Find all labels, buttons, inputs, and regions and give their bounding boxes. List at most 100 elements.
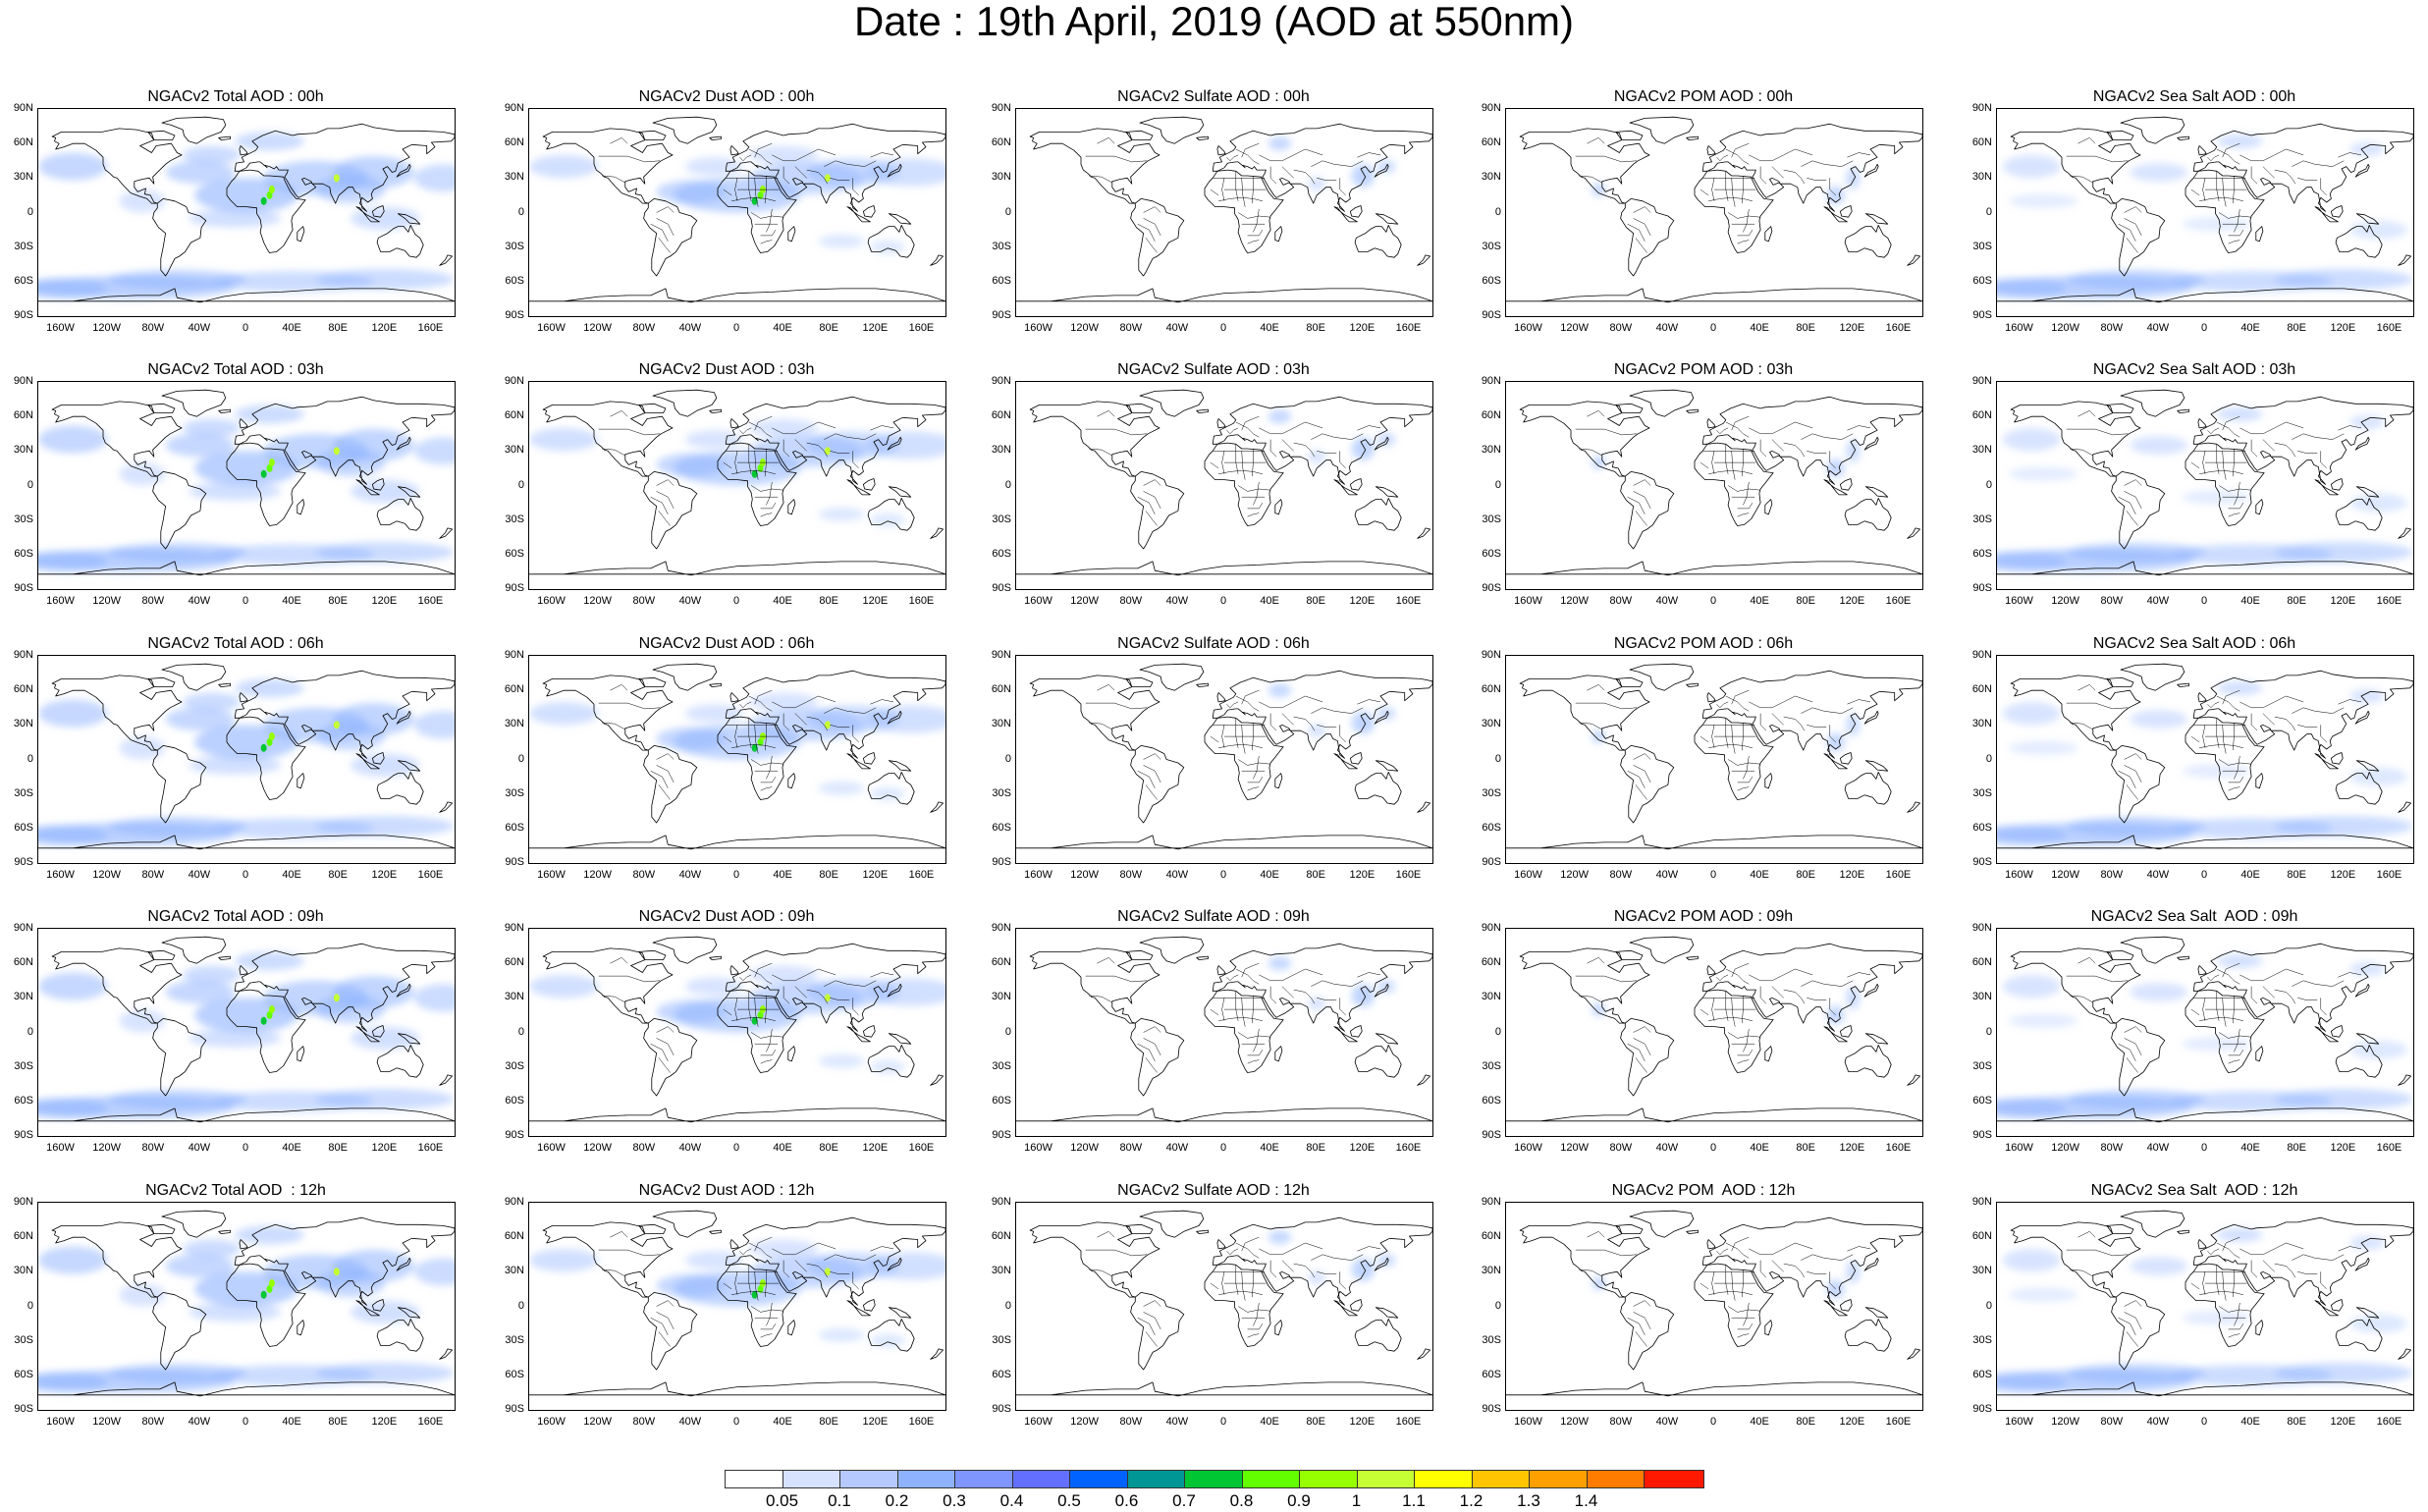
lat-tick-label: 30S <box>1972 1059 1992 1072</box>
lon-tick-label: 40E <box>1750 595 1769 607</box>
aod-region <box>2216 134 2263 148</box>
coastline-indonesia <box>846 206 871 223</box>
lon-tick-label: 160W <box>2005 322 2033 334</box>
lon-tick-label: 120W <box>1070 595 1100 607</box>
country-border <box>2199 197 2243 202</box>
aod-region <box>183 418 242 438</box>
lon-tick-label: 0 <box>242 595 249 607</box>
country-border <box>1749 421 1813 435</box>
lat-tick-label: 90N <box>991 649 1011 661</box>
colorbar-swatch <box>1299 1470 1360 1488</box>
lat-tick-label: 90S <box>1482 1403 1501 1415</box>
aod-region <box>2216 406 2263 421</box>
coastline-africa <box>226 989 306 1073</box>
lat-tick-label: 60S <box>14 1368 33 1380</box>
country-border <box>2233 176 2235 204</box>
country-border <box>1700 189 1709 196</box>
lat-tick-label: 60N <box>1481 683 1501 696</box>
country-border <box>772 421 836 435</box>
coastline-japan <box>396 436 411 451</box>
lat-tick-label: 90N <box>1971 1196 1992 1208</box>
lat-tick-label: 30N <box>1481 444 1501 457</box>
coastline-uk <box>2197 692 2207 703</box>
coastline-iceland <box>218 135 231 141</box>
coastline-uk <box>2197 418 2207 429</box>
country-border <box>1579 722 1602 730</box>
country-border <box>2070 1269 2093 1277</box>
country-border <box>2222 962 2240 978</box>
country-border <box>2338 425 2362 431</box>
country-border <box>1237 1032 1271 1039</box>
country-border <box>760 786 773 791</box>
coastline-nz <box>1417 254 1431 266</box>
lat-tick-label: 30N <box>991 718 1011 730</box>
lat-tick-label: 30N <box>1481 991 1501 1003</box>
country-border <box>1737 229 1754 237</box>
coastline-indonesia <box>846 1300 871 1317</box>
aod-hotspot <box>333 994 340 1002</box>
lon-tick-label: 40E <box>282 595 301 607</box>
lon-tick-label: 80E <box>819 322 838 334</box>
country-border <box>754 998 759 1027</box>
country-border <box>2207 1248 2220 1256</box>
country-border <box>1241 1271 1246 1301</box>
aod-region <box>1846 986 1861 1010</box>
coastline-borneo <box>1839 1299 1853 1312</box>
country-border <box>1253 1028 1260 1053</box>
country-border <box>2274 1263 2296 1278</box>
lon-tick-label: 0 <box>1219 595 1227 607</box>
country-border <box>1708 744 1753 749</box>
coastline-uk <box>239 692 248 703</box>
aod-region <box>818 1053 865 1068</box>
aod-region <box>315 995 386 1024</box>
country-border <box>1235 695 1260 712</box>
coastline-australia <box>2335 772 2383 805</box>
country-border <box>1725 171 1729 201</box>
lat-tick-label: 90S <box>1972 309 1992 321</box>
coastline-indonesia <box>1823 1026 1848 1043</box>
country-border <box>656 1312 674 1330</box>
lon-tick-label: 40E <box>2240 322 2260 334</box>
world-map-pom <box>1506 1210 1922 1397</box>
coastline-borneo <box>862 1299 876 1312</box>
map-frame <box>1505 108 1923 317</box>
country-border <box>754 142 773 158</box>
country-border <box>766 481 773 506</box>
country-border <box>1731 1236 1750 1252</box>
coastline-uk <box>1706 418 1716 429</box>
colorbar-label: 1 <box>1351 1491 1362 1510</box>
country-border <box>748 421 773 438</box>
aod-region <box>351 1300 420 1324</box>
country-border <box>1237 485 1271 492</box>
lon-tick-label: 0 <box>1709 595 1717 607</box>
coastline-greenland <box>161 936 227 964</box>
country-border <box>782 1260 790 1278</box>
lon-tick-label: 0 <box>1219 1416 1227 1428</box>
map-frame <box>1996 1202 2414 1411</box>
country-border <box>1727 1306 1761 1313</box>
colorbar-label: 0.05 <box>765 1491 799 1510</box>
country-border <box>2234 755 2240 780</box>
country-border <box>656 1038 674 1056</box>
lat-tick-label: 90N <box>504 922 524 934</box>
lat-tick-label: 30S <box>1482 513 1501 525</box>
aod-region <box>189 1302 282 1322</box>
lat-tick-label: 90N <box>991 375 1011 387</box>
country-border <box>610 1230 628 1238</box>
country-border <box>1771 1260 1784 1272</box>
country-border <box>852 998 859 1016</box>
country-border <box>824 433 877 440</box>
aod-region <box>2349 220 2408 240</box>
lat-tick-label: 30S <box>14 786 33 799</box>
coastline-madagascar <box>2255 1320 2264 1336</box>
coastline-newguinea <box>2355 1033 2380 1045</box>
map-panel-total: NGACv2 Total AOD : 06h 90N 60N 30N 0 30S 60S 90… <box>0 635 471 900</box>
lat-tick-label: 60N <box>504 1230 524 1243</box>
lon-tick-label: 160E <box>1885 1416 1912 1428</box>
lat-tick-label: 0 <box>1985 1025 1992 1038</box>
aod-region <box>1846 166 1861 190</box>
lon-tick-label: 80E <box>328 595 348 607</box>
country-border <box>806 716 829 731</box>
lon-tick-label: 40W <box>2146 595 2170 607</box>
coastline-eurasia <box>234 670 455 759</box>
